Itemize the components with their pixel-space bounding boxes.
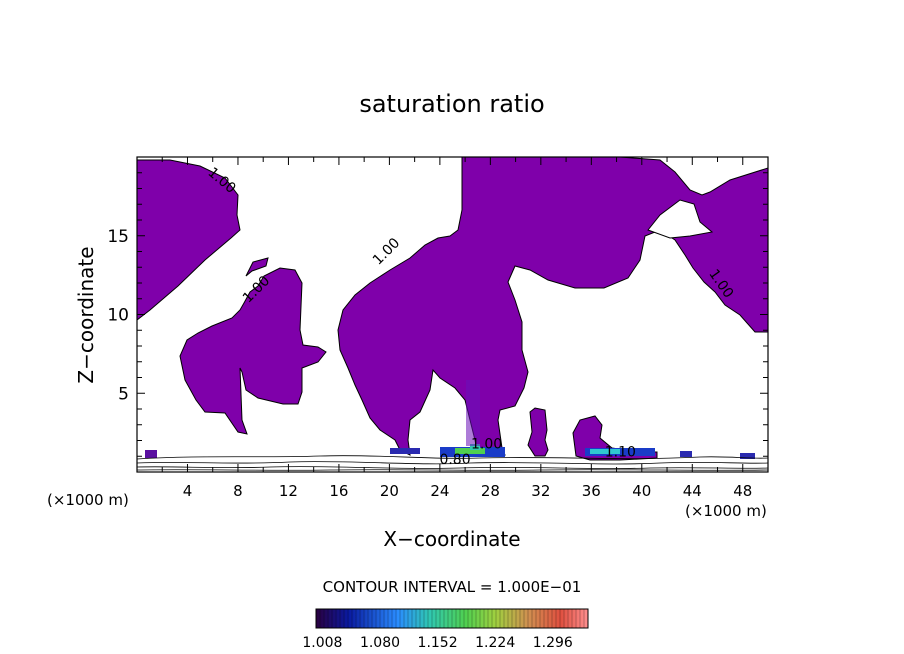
x-unit-right: (×1000 m) — [685, 502, 767, 520]
colorbar-tick-label: 1.224 — [475, 635, 515, 651]
x-tick-label: 28 — [481, 482, 500, 500]
plot-area — [137, 157, 768, 471]
contour-interval-label: CONTOUR INTERVAL = 1.000E−01 — [323, 578, 582, 596]
y-tick-label: 15 — [107, 227, 129, 247]
x-tick-label: 40 — [632, 482, 651, 500]
patch-blue-3 — [390, 448, 420, 454]
ground-contour-1 — [137, 455, 768, 460]
colorbar-labels: 1.008 1.080 1.152 1.224 1.296 — [302, 635, 573, 651]
contour-label: 0.80 — [439, 452, 470, 468]
contour-label: 1.10 — [605, 444, 636, 460]
contour-label: 1.00 — [370, 235, 403, 268]
x-tick-label: 48 — [733, 482, 752, 500]
y-tick-label: 5 — [118, 384, 129, 404]
chart-title: saturation ratio — [359, 90, 544, 118]
x-axis-label: X−coordinate — [383, 527, 520, 551]
x-tick-label: 24 — [430, 482, 449, 500]
x-tick-label: 44 — [683, 482, 702, 500]
x-tick-label: 20 — [380, 482, 399, 500]
x-unit-left: (×1000 m) — [47, 491, 129, 509]
x-tick-label: 32 — [531, 482, 550, 500]
colorbar-tick-label: 1.008 — [302, 635, 342, 651]
y-tick-label: 10 — [107, 306, 129, 326]
x-tick-label: 16 — [329, 482, 348, 500]
x-tick-label: 4 — [183, 482, 193, 500]
x-tick-label: 36 — [582, 482, 601, 500]
ground-contour-3 — [137, 466, 768, 469]
patch-purple-1 — [145, 450, 157, 458]
colorbar-tick-label: 1.080 — [360, 635, 400, 651]
x-tick-label: 8 — [233, 482, 243, 500]
saturated-region-center — [337, 157, 768, 456]
ground-contour-2 — [137, 461, 768, 465]
colorbar: 1.008 1.080 1.152 1.224 1.296 — [302, 608, 589, 651]
patch-blue-4 — [740, 453, 755, 459]
ground-contour-4 — [137, 469, 768, 471]
colorbar-tick-label: 1.152 — [418, 635, 458, 651]
x-tick-label: 12 — [279, 482, 298, 500]
y-axis-ticks — [137, 172, 768, 457]
saturated-region-center-left — [179, 257, 327, 435]
patch-green-1 — [455, 448, 485, 454]
y-axis-label: Z−coordinate — [74, 246, 98, 383]
colorbar-stripes — [319, 609, 585, 628]
supersaturation-patches — [145, 380, 755, 459]
saturated-region — [137, 157, 768, 461]
patch-cyan-1 — [470, 444, 480, 450]
colorbar-tick-label: 1.296 — [533, 635, 573, 651]
x-axis-ticks — [161, 157, 744, 472]
y-tick-labels: 5 10 15 — [107, 227, 129, 405]
patch-cyan-2 — [590, 449, 620, 454]
x-tick-labels: 4 8 12 16 20 24 28 32 36 40 44 48 — [183, 482, 753, 500]
patch-blue-5 — [680, 451, 692, 457]
contour-label: 1.00 — [471, 436, 502, 452]
saturated-region-left — [137, 159, 241, 321]
unsaturated-pocket — [647, 199, 714, 239]
patch-column — [466, 380, 480, 446]
